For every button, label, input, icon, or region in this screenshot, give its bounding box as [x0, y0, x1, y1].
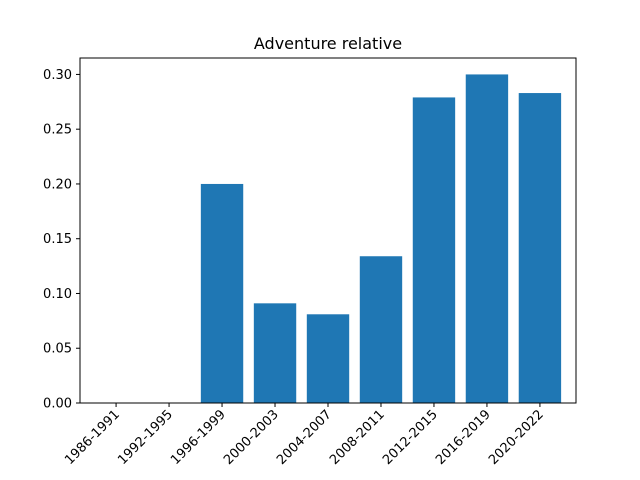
bar-2016-2019: [465, 74, 509, 404]
y-tick-label-0.25: 0.25: [43, 123, 72, 138]
y-tick-label-0.15: 0.15: [43, 232, 72, 247]
bar-group: [200, 74, 562, 404]
chart-title: Adventure relative: [254, 34, 402, 53]
y-tick-label-0.30: 0.30: [43, 68, 72, 83]
y-axis: 0.00 0.05 0.10 0.15 0.20 0.25 0.30: [43, 68, 80, 412]
bar-1996-1999: [200, 183, 244, 403]
y-tick-label-0.10: 0.10: [43, 287, 72, 302]
bar-2000-2003: [253, 303, 297, 403]
plot-frame: [79, 57, 577, 404]
y-tick-label-0.05: 0.05: [43, 342, 72, 357]
bar-2004-2007: [306, 314, 350, 403]
bar-2020-2022: [518, 93, 562, 404]
y-tick-label-0.20: 0.20: [43, 177, 72, 192]
bar-2012-2015: [412, 97, 456, 404]
bar-2008-2011: [359, 256, 403, 403]
y-tick-label-0.00: 0.00: [43, 397, 72, 412]
